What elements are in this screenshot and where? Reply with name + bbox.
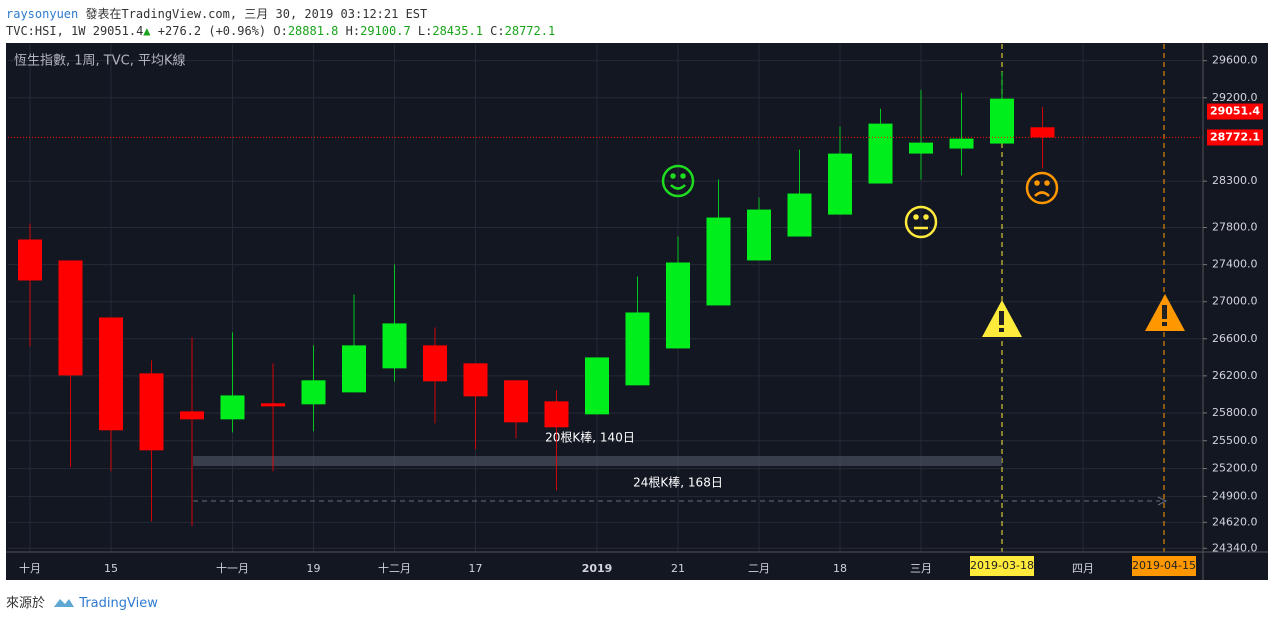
candle-body — [220, 395, 245, 420]
x-tick-label: 四月 — [1072, 562, 1094, 575]
symbol: TVC:HSI, 1W — [6, 24, 86, 38]
candle-body — [666, 262, 690, 349]
y-tick-label: 25500.0 — [1212, 434, 1258, 447]
price-label: 28772.1 — [1210, 130, 1260, 143]
candle-body — [544, 401, 569, 428]
warning-icon — [982, 300, 1022, 337]
candle-body — [828, 153, 852, 215]
candle-body — [504, 380, 528, 423]
y-tick-label: 28300.0 — [1212, 174, 1258, 187]
y-tick-label: 24900.0 — [1212, 489, 1258, 502]
x-tick-label: 2019-03-18 — [970, 559, 1034, 572]
candle-body — [180, 411, 204, 420]
x-tick-label: 2019-04-15 — [1132, 559, 1196, 572]
annotation: 24根K棒, 168日 — [633, 476, 723, 490]
legend: 恆生指數, 1周, TVC, 平均K線 — [14, 53, 186, 69]
quote-line: TVC:HSI, 1W 29051.4▲ +276.2 (+0.96%) O:2… — [6, 24, 556, 38]
y-tick-label: 26600.0 — [1212, 332, 1258, 345]
candle-body — [747, 209, 771, 261]
candle-body — [261, 403, 285, 407]
y-tick-label: 29200.0 — [1212, 91, 1258, 104]
warning-icon — [1145, 294, 1185, 331]
sad-face — [1025, 171, 1059, 205]
marker-label-box — [970, 556, 1034, 576]
candle-body — [625, 312, 650, 386]
ohlc-label: O: — [273, 24, 288, 38]
y-tick-label: 25800.0 — [1212, 406, 1258, 419]
range-band — [193, 456, 1002, 466]
change: +276.2 (+0.96%) — [157, 24, 267, 38]
range-arrow-head — [1157, 496, 1168, 506]
candle-body — [342, 345, 366, 393]
logo — [54, 599, 75, 607]
x-tick-label: 15 — [104, 562, 118, 575]
neutral-face — [904, 205, 938, 239]
chart: 恆生指數, 1周, TVC, 平均K線 20根K棒, 140日 24根K棒, 1… — [6, 43, 1268, 580]
ohlc-value: 29100.7 — [360, 24, 411, 38]
candle-body — [909, 142, 933, 154]
header-line: raysonyuen 發表在TradingView.com, 三月 30, 20… — [6, 5, 427, 22]
y-tick-label: 27400.0 — [1212, 258, 1258, 271]
x-tick-label: 19 — [307, 562, 321, 575]
x-tick-label: 21 — [671, 562, 685, 575]
y-tick-label: 27000.0 — [1212, 295, 1258, 308]
x-tick-label: 18 — [833, 562, 847, 575]
published: 發表在TradingView.com, 三月 30, 2019 03:12:21… — [85, 7, 428, 21]
price-label-box — [1207, 129, 1263, 146]
price-label: 29051.4 — [1210, 105, 1260, 118]
candle-body — [139, 373, 164, 451]
last-price: 29051.4 — [92, 24, 144, 38]
brand: TradingView — [79, 596, 158, 611]
annotation: 20根K棒, 140日 — [545, 431, 635, 445]
y-tick-label: 29600.0 — [1212, 54, 1258, 67]
candle-body — [301, 380, 326, 405]
ohlc-label: L: — [417, 24, 433, 38]
marker-label-box — [1132, 556, 1196, 576]
x-tick-label: 2019 — [582, 562, 613, 575]
x-tick-label: 三月 — [910, 562, 932, 575]
ohlc-label: C: — [490, 24, 505, 38]
x-tick-label: 十二月 — [378, 561, 411, 575]
author: raysonyuen — [6, 7, 79, 21]
candle-body — [1030, 127, 1055, 138]
candle-body — [382, 323, 407, 369]
x-tick-label: 17 — [469, 562, 483, 575]
y-tick-label: 26200.0 — [1212, 369, 1258, 382]
ohlc-value: 28772.1 — [504, 24, 556, 38]
price-label-box — [1207, 103, 1263, 120]
candle-body — [463, 363, 488, 397]
candle-body — [58, 260, 83, 376]
source: 來源於 — [6, 596, 46, 611]
candle-body — [868, 123, 893, 184]
x-tick-label: 十一月 — [216, 561, 249, 575]
y-tick-label: 24340.0 — [1212, 541, 1258, 554]
x-tick-label: 二月 — [748, 562, 770, 575]
happy-face — [661, 164, 695, 198]
ohlc-label: H: — [345, 24, 361, 38]
candle-body — [423, 345, 447, 382]
candle-body — [99, 317, 123, 431]
candle-body — [585, 357, 609, 415]
ohlc-value: 28881.8 — [287, 24, 339, 38]
ohlc-value: 28435.1 — [432, 24, 483, 38]
candle-body — [787, 193, 812, 237]
candle-body — [990, 98, 1014, 144]
y-tick-label: 24620.0 — [1212, 515, 1258, 528]
candle-body — [706, 217, 731, 306]
candle-body — [949, 138, 974, 149]
candle-body — [18, 239, 42, 281]
y-tick-label: 25200.0 — [1212, 462, 1258, 475]
x-tick-label: 十月 — [19, 561, 41, 575]
footer: 來源於 TradingView — [6, 592, 158, 611]
y-tick-label: 27800.0 — [1212, 221, 1258, 234]
